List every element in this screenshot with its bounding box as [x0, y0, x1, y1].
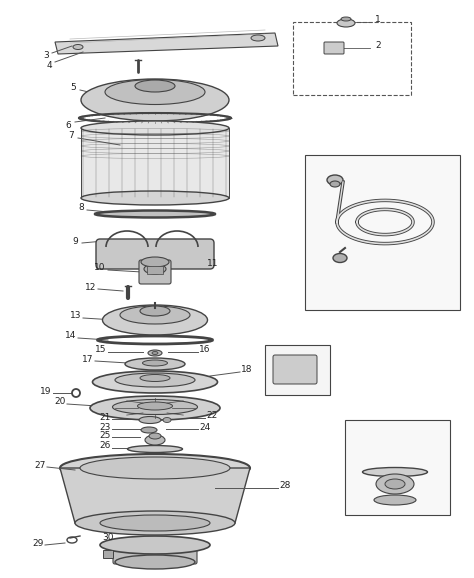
Text: 20: 20 [55, 398, 66, 406]
FancyBboxPatch shape [139, 260, 171, 284]
Text: 2: 2 [375, 42, 381, 50]
Text: 25: 25 [100, 431, 111, 439]
Text: 34: 34 [361, 261, 373, 269]
Ellipse shape [251, 35, 265, 41]
Text: 1: 1 [375, 16, 381, 24]
Ellipse shape [363, 468, 428, 476]
Text: 12: 12 [85, 283, 97, 291]
Ellipse shape [141, 257, 169, 267]
FancyBboxPatch shape [273, 355, 317, 384]
Text: 7: 7 [68, 132, 74, 140]
Ellipse shape [385, 479, 405, 489]
Ellipse shape [137, 402, 173, 410]
Text: 24: 24 [200, 423, 210, 432]
Ellipse shape [81, 79, 229, 121]
Ellipse shape [152, 351, 158, 354]
Text: 32: 32 [354, 461, 365, 469]
Ellipse shape [140, 375, 170, 381]
Ellipse shape [100, 515, 210, 531]
Ellipse shape [139, 417, 161, 424]
Text: 21: 21 [100, 413, 111, 421]
Ellipse shape [115, 555, 195, 569]
Ellipse shape [145, 435, 165, 445]
Ellipse shape [92, 371, 218, 393]
Ellipse shape [125, 358, 185, 370]
Ellipse shape [128, 446, 182, 453]
Text: 11: 11 [207, 258, 219, 268]
Text: 28: 28 [279, 481, 291, 491]
Ellipse shape [90, 396, 220, 420]
Ellipse shape [140, 306, 170, 316]
Ellipse shape [376, 474, 414, 494]
Text: 26: 26 [100, 442, 111, 450]
Ellipse shape [143, 360, 167, 366]
Text: 9: 9 [72, 236, 78, 246]
Ellipse shape [148, 350, 162, 356]
Ellipse shape [149, 433, 161, 439]
Polygon shape [55, 33, 278, 54]
Text: 15: 15 [95, 346, 107, 354]
Ellipse shape [144, 264, 166, 274]
Ellipse shape [333, 254, 347, 262]
Bar [265, 345, 330, 395]
Ellipse shape [112, 399, 198, 414]
Polygon shape [60, 468, 250, 523]
FancyBboxPatch shape [113, 543, 197, 564]
Ellipse shape [100, 536, 210, 554]
Text: 14: 14 [65, 332, 77, 340]
Ellipse shape [60, 454, 250, 482]
Bar [103, 550, 113, 558]
Text: 13: 13 [70, 312, 82, 320]
Text: 4: 4 [46, 61, 52, 69]
Ellipse shape [135, 80, 175, 92]
Ellipse shape [95, 210, 215, 217]
Text: 27: 27 [34, 461, 46, 469]
Text: 10: 10 [94, 264, 106, 272]
Ellipse shape [341, 17, 351, 21]
Bar [147, 266, 163, 274]
Text: 29: 29 [32, 539, 44, 547]
Text: 19: 19 [40, 387, 52, 395]
Text: 5: 5 [70, 83, 76, 92]
Text: 18: 18 [241, 365, 253, 375]
Ellipse shape [327, 175, 343, 185]
Ellipse shape [105, 80, 205, 105]
Polygon shape [81, 128, 229, 198]
Ellipse shape [75, 511, 235, 535]
Text: 16: 16 [199, 346, 211, 354]
Text: 23: 23 [100, 423, 111, 432]
Ellipse shape [337, 19, 355, 27]
Bar [305, 155, 460, 310]
Ellipse shape [330, 181, 340, 187]
Ellipse shape [80, 457, 230, 479]
Ellipse shape [81, 191, 229, 205]
Ellipse shape [120, 306, 190, 324]
FancyBboxPatch shape [324, 42, 344, 54]
Ellipse shape [115, 373, 195, 387]
Text: 17: 17 [82, 354, 94, 364]
Ellipse shape [141, 427, 157, 433]
Ellipse shape [163, 417, 171, 423]
Text: 8: 8 [78, 203, 84, 213]
Ellipse shape [81, 121, 229, 135]
Text: 22: 22 [206, 412, 218, 421]
Bar [293, 22, 411, 95]
Text: 30: 30 [102, 532, 114, 542]
Text: 33: 33 [390, 169, 402, 177]
Text: 31: 31 [291, 358, 303, 368]
Text: 3: 3 [43, 51, 49, 61]
Text: 6: 6 [65, 120, 71, 129]
Ellipse shape [73, 45, 83, 50]
Ellipse shape [102, 305, 208, 335]
Ellipse shape [374, 495, 416, 505]
FancyBboxPatch shape [96, 239, 214, 269]
Bar [345, 420, 450, 515]
